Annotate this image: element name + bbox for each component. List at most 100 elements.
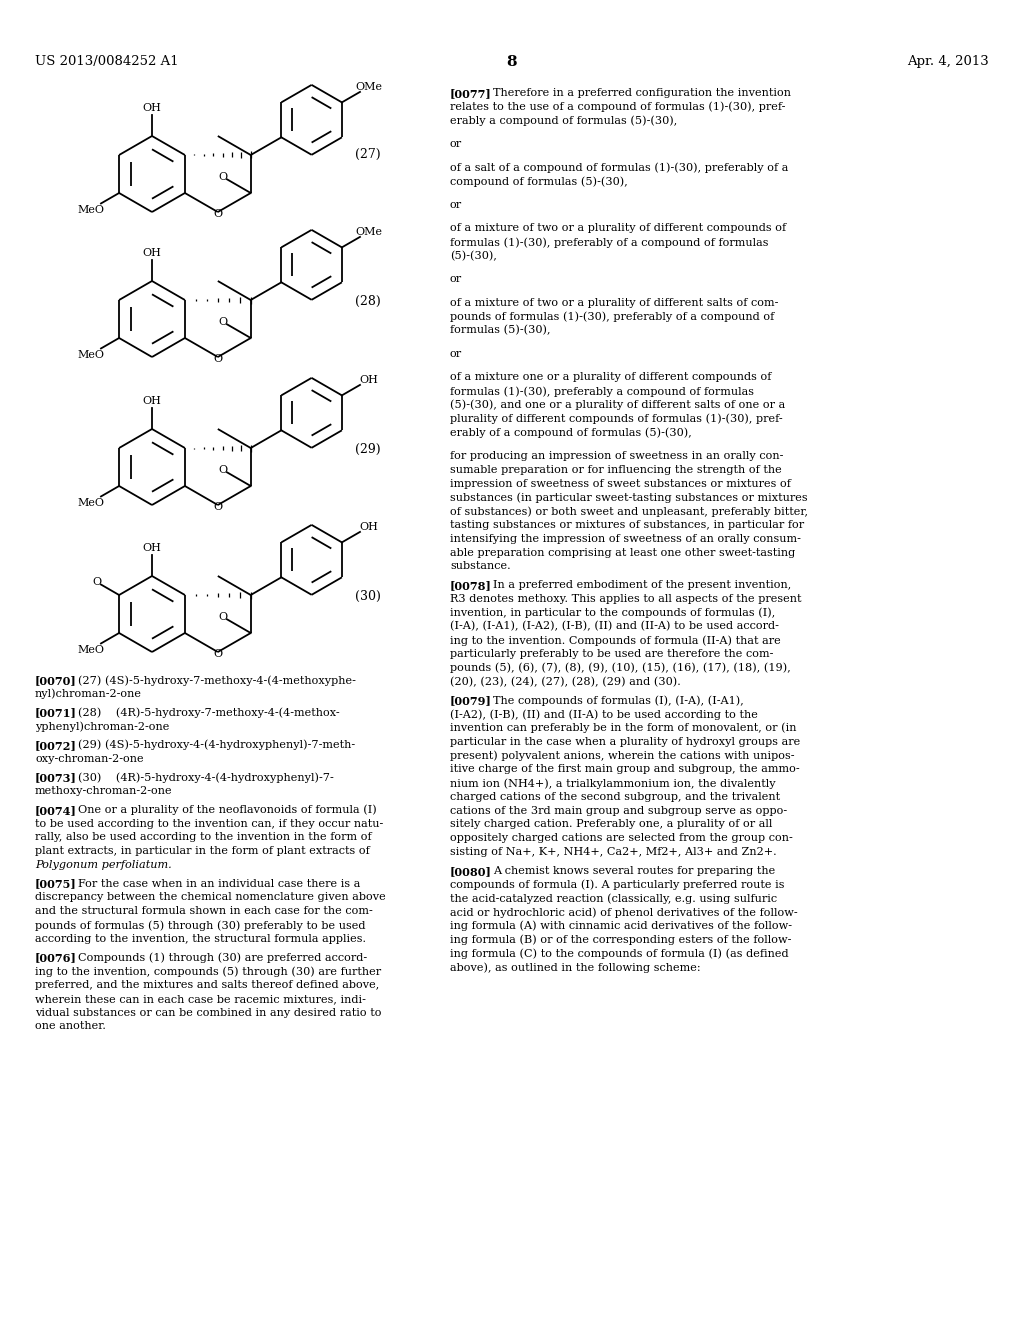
Text: intensifying the impression of sweetness of an orally consum-: intensifying the impression of sweetness… [450, 533, 801, 544]
Text: R3 denotes methoxy. This applies to all aspects of the present: R3 denotes methoxy. This applies to all … [450, 594, 802, 603]
Text: plurality of different compounds of formulas (1)-(30), pref-: plurality of different compounds of form… [450, 413, 782, 424]
Text: discrepancy between the chemical nomenclature given above: discrepancy between the chemical nomencl… [35, 892, 386, 903]
Text: oppositely charged cations are selected from the group con-: oppositely charged cations are selected … [450, 833, 793, 843]
Text: plant extracts, in particular in the form of plant extracts of: plant extracts, in particular in the for… [35, 846, 370, 857]
Text: O: O [218, 612, 227, 622]
Text: MeO: MeO [77, 206, 104, 215]
Text: A chemist knows several routes for preparing the: A chemist knows several routes for prepa… [493, 866, 775, 875]
Text: ing formula (A) with cinnamic acid derivatives of the follow-: ing formula (A) with cinnamic acid deriv… [450, 921, 792, 932]
Text: above), as outlined in the following scheme:: above), as outlined in the following sch… [450, 962, 700, 973]
Text: according to the invention, the structural formula applies.: according to the invention, the structur… [35, 933, 366, 944]
Text: (20), (23), (24), (27), (28), (29) and (30).: (20), (23), (24), (27), (28), (29) and (… [450, 677, 681, 686]
Text: Therefore in a preferred configuration the invention: Therefore in a preferred configuration t… [493, 88, 791, 98]
Text: relates to the use of a compound of formulas (1)-(30), pref-: relates to the use of a compound of form… [450, 102, 785, 112]
Text: pounds of formulas (1)-(30), preferably of a compound of: pounds of formulas (1)-(30), preferably … [450, 312, 774, 322]
Text: nium ion (NH4+), a trialkylammonium ion, the divalently: nium ion (NH4+), a trialkylammonium ion,… [450, 777, 775, 788]
Text: (I-A2), (I-B), (II) and (II-A) to be used according to the: (I-A2), (I-B), (II) and (II-A) to be use… [450, 709, 758, 719]
Text: [0072]: [0072] [35, 739, 77, 751]
Text: [0079]: [0079] [450, 696, 492, 706]
Text: vidual substances or can be combined in any desired ratio to: vidual substances or can be combined in … [35, 1007, 382, 1018]
Text: cations of the 3rd main group and subgroup serve as oppo-: cations of the 3rd main group and subgro… [450, 805, 787, 816]
Text: substances (in particular sweet-tasting substances or mixtures: substances (in particular sweet-tasting … [450, 492, 808, 503]
Text: O: O [92, 577, 101, 587]
Text: For the case when in an individual case there is a: For the case when in an individual case … [78, 879, 360, 888]
Text: ing formula (B) or of the corresponding esters of the follow-: ing formula (B) or of the corresponding … [450, 935, 792, 945]
Text: particularly preferably to be used are therefore the com-: particularly preferably to be used are t… [450, 649, 773, 659]
Text: formulas (1)-(30), preferably a compound of formulas: formulas (1)-(30), preferably a compound… [450, 385, 754, 396]
Text: for producing an impression of sweetness in an orally con-: for producing an impression of sweetness… [450, 451, 783, 461]
Text: of a mixture of two or a plurality of different salts of com-: of a mixture of two or a plurality of di… [450, 298, 778, 308]
Text: sisting of Na+, K+, NH4+, Ca2+, Mf2+, Al3+ and Zn2+.: sisting of Na+, K+, NH4+, Ca2+, Mf2+, Al… [450, 847, 776, 857]
Text: MeO: MeO [77, 499, 104, 508]
Text: compounds of formula (I). A particularly preferred route is: compounds of formula (I). A particularly… [450, 879, 784, 890]
Text: [0075]: [0075] [35, 879, 77, 890]
Text: rally, also be used according to the invention in the form of: rally, also be used according to the inv… [35, 833, 372, 842]
Text: One or a plurality of the neoflavonoids of formula (I): One or a plurality of the neoflavonoids … [78, 805, 377, 816]
Text: yphenyl)chroman-2-one: yphenyl)chroman-2-one [35, 721, 169, 731]
Text: of a salt of a compound of formulas (1)-(30), preferably of a: of a salt of a compound of formulas (1)-… [450, 162, 788, 173]
Text: or: or [450, 199, 462, 210]
Text: one another.: one another. [35, 1022, 105, 1031]
Text: invention can preferably be in the form of monovalent, or (in: invention can preferably be in the form … [450, 723, 797, 734]
Text: OMe: OMe [355, 82, 382, 92]
Text: to be used according to the invention can, if they occur natu-: to be used according to the invention ca… [35, 818, 383, 829]
Text: pounds (5), (6), (7), (8), (9), (10), (15), (16), (17), (18), (19),: pounds (5), (6), (7), (8), (9), (10), (1… [450, 663, 791, 673]
Text: methoxy-chroman-2-one: methoxy-chroman-2-one [35, 787, 173, 796]
Text: (5)-(30),: (5)-(30), [450, 251, 497, 261]
Text: preferred, and the mixtures and salts thereof defined above,: preferred, and the mixtures and salts th… [35, 979, 379, 990]
Text: of substances) or both sweet and unpleasant, preferably bitter,: of substances) or both sweet and unpleas… [450, 506, 808, 516]
Text: able preparation comprising at least one other sweet-tasting: able preparation comprising at least one… [450, 548, 796, 557]
Text: In a preferred embodiment of the present invention,: In a preferred embodiment of the present… [493, 579, 792, 590]
Text: O: O [213, 649, 222, 659]
Text: US 2013/0084252 A1: US 2013/0084252 A1 [35, 55, 178, 69]
Text: Compounds (1) through (30) are preferred accord-: Compounds (1) through (30) are preferred… [78, 952, 368, 964]
Text: (29) (4S)-5-hydroxy-4-(4-hydroxyphenyl)-7-meth-: (29) (4S)-5-hydroxy-4-(4-hydroxyphenyl)-… [78, 739, 355, 751]
Text: [0073]: [0073] [35, 772, 77, 783]
Text: (28): (28) [355, 294, 381, 308]
Text: acid or hydrochloric acid) of phenol derivatives of the follow-: acid or hydrochloric acid) of phenol der… [450, 907, 798, 917]
Text: The compounds of formulas (I), (I-A), (I-A1),: The compounds of formulas (I), (I-A), (I… [493, 696, 743, 706]
Text: nyl)chroman-2-one: nyl)chroman-2-one [35, 689, 142, 700]
Text: particular in the case when a plurality of hydroxyl groups are: particular in the case when a plurality … [450, 737, 800, 747]
Text: Polygonum perfoliatum.: Polygonum perfoliatum. [35, 859, 172, 870]
Text: OH: OH [142, 396, 162, 407]
Text: of a mixture of two or a plurality of different compounds of: of a mixture of two or a plurality of di… [450, 223, 786, 234]
Text: (29): (29) [355, 444, 381, 455]
Text: or: or [450, 348, 462, 359]
Text: [0074]: [0074] [35, 805, 77, 816]
Text: O: O [213, 354, 222, 364]
Text: (27): (27) [355, 148, 381, 161]
Text: (27) (4S)-5-hydroxy-7-methoxy-4-(4-methoxyphe-: (27) (4S)-5-hydroxy-7-methoxy-4-(4-metho… [78, 675, 356, 685]
Text: (28)    (4R)-5-hydroxy-7-methoxy-4-(4-methox-: (28) (4R)-5-hydroxy-7-methoxy-4-(4-metho… [78, 708, 340, 718]
Text: [0071]: [0071] [35, 708, 77, 718]
Text: O: O [218, 465, 227, 475]
Text: O: O [213, 502, 222, 512]
Text: [0077]: [0077] [450, 88, 492, 99]
Text: wherein these can in each case be racemic mixtures, indi-: wherein these can in each case be racemi… [35, 994, 366, 1003]
Text: charged cations of the second subgroup, and the trivalent: charged cations of the second subgroup, … [450, 792, 780, 801]
Text: erably of a compound of formulas (5)-(30),: erably of a compound of formulas (5)-(30… [450, 428, 692, 438]
Text: the acid-catalyzed reaction (classically, e.g. using sulfuric: the acid-catalyzed reaction (classically… [450, 894, 777, 904]
Text: itive charge of the first main group and subgroup, the ammo-: itive charge of the first main group and… [450, 764, 800, 775]
Text: oxy-chroman-2-one: oxy-chroman-2-one [35, 754, 143, 764]
Text: and the structural formula shown in each case for the com-: and the structural formula shown in each… [35, 906, 373, 916]
Text: OH: OH [142, 248, 162, 259]
Text: OH: OH [359, 375, 378, 385]
Text: ing to the invention, compounds (5) through (30) are further: ing to the invention, compounds (5) thro… [35, 966, 381, 977]
Text: (30)    (4R)-5-hydroxy-4-(4-hydroxyphenyl)-7-: (30) (4R)-5-hydroxy-4-(4-hydroxyphenyl)-… [78, 772, 334, 783]
Text: OH: OH [359, 521, 378, 532]
Text: O: O [213, 209, 222, 219]
Text: [0078]: [0078] [450, 579, 492, 591]
Text: erably a compound of formulas (5)-(30),: erably a compound of formulas (5)-(30), [450, 116, 677, 127]
Text: formulas (1)-(30), preferably of a compound of formulas: formulas (1)-(30), preferably of a compo… [450, 238, 768, 248]
Text: (I-A), (I-A1), (I-A2), (I-B), (II) and (II-A) to be used accord-: (I-A), (I-A1), (I-A2), (I-B), (II) and (… [450, 622, 779, 632]
Text: formulas (5)-(30),: formulas (5)-(30), [450, 325, 551, 335]
Text: ing formula (C) to the compounds of formula (I) (as defined: ing formula (C) to the compounds of form… [450, 949, 788, 960]
Text: O: O [218, 317, 227, 327]
Text: sitely charged cation. Preferably one, a plurality of or all: sitely charged cation. Preferably one, a… [450, 820, 772, 829]
Text: [0076]: [0076] [35, 952, 77, 964]
Text: tasting substances or mixtures of substances, in particular for: tasting substances or mixtures of substa… [450, 520, 804, 529]
Text: (30): (30) [355, 590, 381, 603]
Text: impression of sweetness of sweet substances or mixtures of: impression of sweetness of sweet substan… [450, 479, 791, 488]
Text: MeO: MeO [77, 645, 104, 656]
